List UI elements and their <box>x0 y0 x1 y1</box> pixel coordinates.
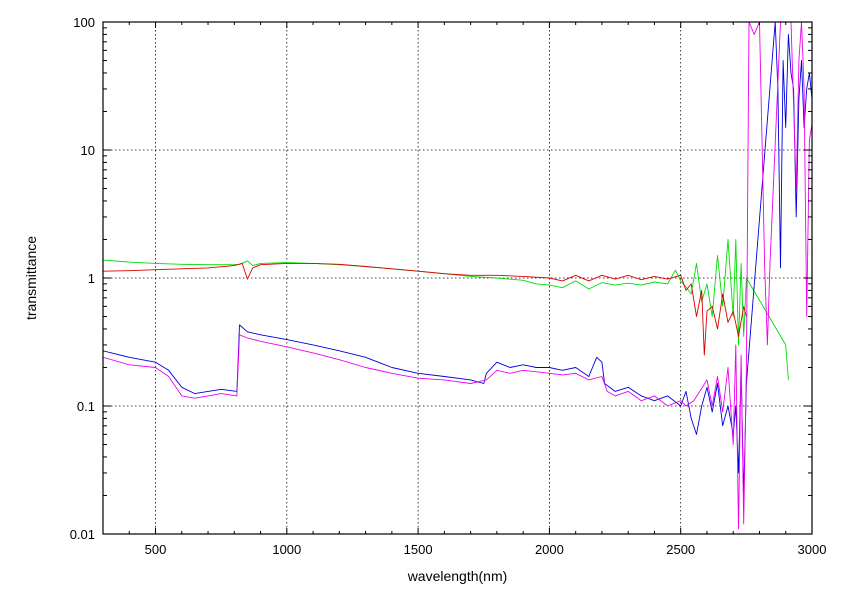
x-tick-label: 3000 <box>798 542 827 557</box>
y-tick-label: 1 <box>88 271 95 286</box>
x-tick-label: 1000 <box>272 542 301 557</box>
series-line-4 <box>103 22 812 530</box>
series-line-3 <box>103 22 812 496</box>
x-tick-label: 2500 <box>666 542 695 557</box>
x-tick-labels: 500 1000 1500 2000 2500 3000 <box>145 542 827 557</box>
y-tick-label: 100 <box>73 15 95 30</box>
series-line-2 <box>103 262 747 356</box>
x-tick-label: 500 <box>145 542 167 557</box>
x-tick-label: 2000 <box>535 542 564 557</box>
y-tick-label: 0.1 <box>77 399 95 414</box>
ticks <box>102 21 813 535</box>
y-tick-label: 0.01 <box>70 527 95 542</box>
y-tick-labels: 0.01 0.1 1 10 100 <box>70 15 95 542</box>
y-tick-label: 10 <box>81 143 95 158</box>
series-layer <box>103 22 812 530</box>
x-tick-label: 1500 <box>404 542 433 557</box>
series-line-1 <box>103 239 789 380</box>
x-axis-title: wavelength(nm) <box>407 568 508 584</box>
y-axis-title: transmittance <box>23 236 39 320</box>
